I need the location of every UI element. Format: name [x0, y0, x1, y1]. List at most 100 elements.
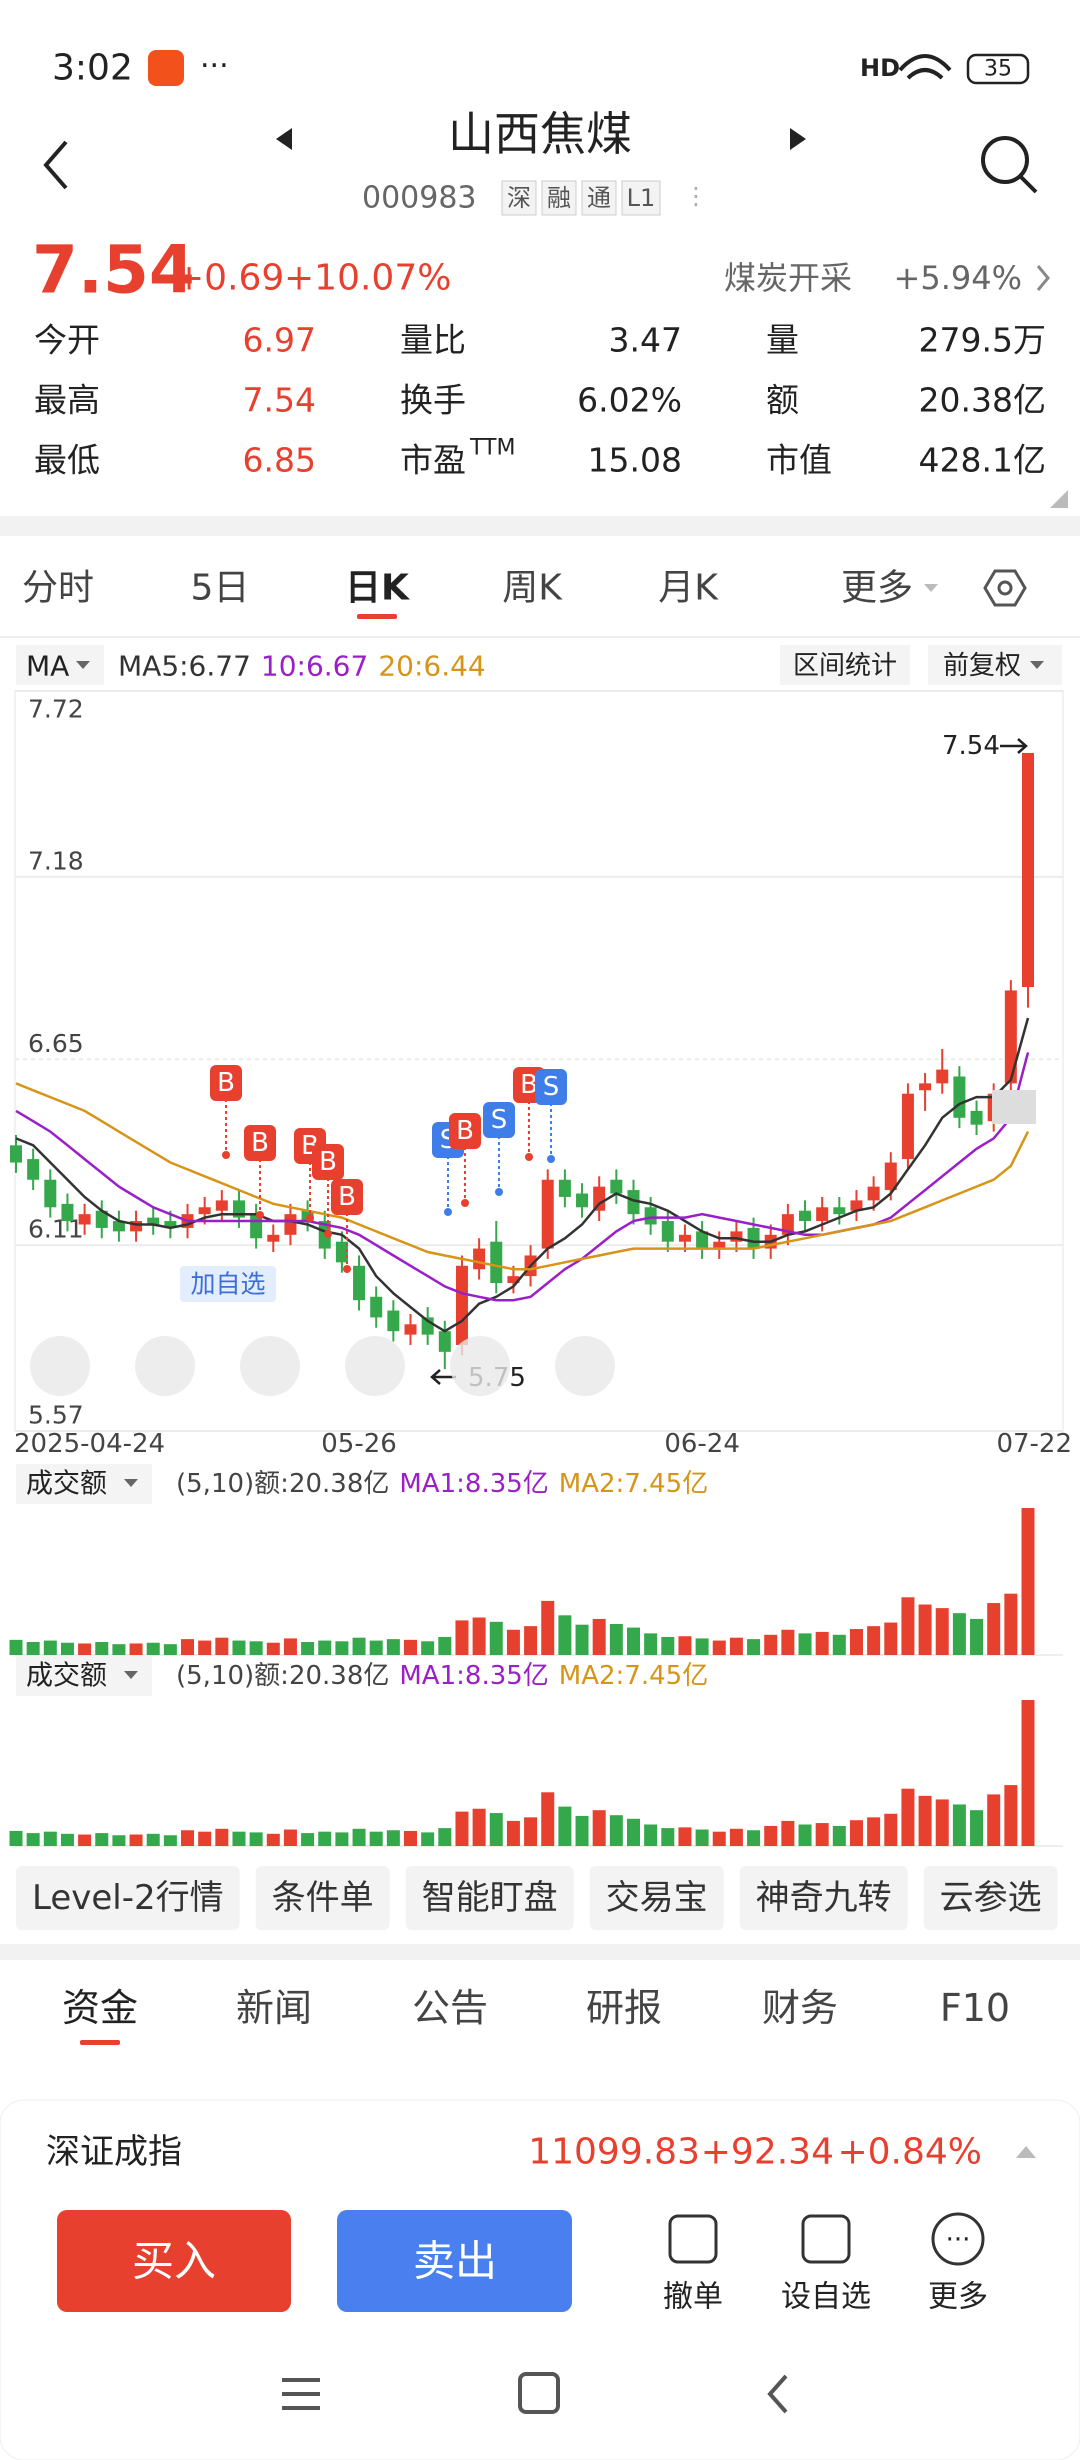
stat-label: 换手: [400, 381, 466, 420]
sell[interactable]: 卖出: [413, 2237, 497, 2286]
period-tab[interactable]: 月K: [658, 568, 719, 609]
info-tab[interactable]: 财务: [762, 1986, 838, 2030]
volume-bar: [970, 1618, 984, 1655]
period-tab[interactable]: 更多: [841, 568, 913, 609]
candle-body: [10, 1145, 22, 1163]
range-button[interactable]: [780, 645, 910, 685]
back-button[interactable]: [43, 140, 68, 190]
more-icon[interactable]: [931, 2212, 985, 2266]
sector-pct[interactable]: +5.94%: [894, 259, 1022, 297]
info-tab[interactable]: F10: [940, 1986, 1010, 2030]
nav-home[interactable]: [518, 2372, 560, 2414]
adjust[interactable]: 前复权: [943, 651, 1021, 681]
cancel-icon[interactable]: [668, 2214, 718, 2264]
volume-title[interactable]: 成交额: [26, 1469, 107, 1500]
trade-tag: [312, 1144, 344, 1180]
chart-control[interactable]: [555, 1336, 615, 1396]
chart-control[interactable]: [135, 1336, 195, 1396]
candle-body: [112, 1221, 125, 1232]
tool-chip[interactable]: [923, 1866, 1058, 1930]
tool[interactable]: 智能盯盘: [422, 1878, 558, 1918]
volume-bar: [43, 1640, 57, 1655]
period-tab[interactable]: 周K: [502, 568, 563, 609]
candle-body: [541, 1179, 554, 1249]
volume-bar: [43, 1831, 57, 1846]
period-tab[interactable]: 分时: [22, 568, 94, 609]
trade-dot: [343, 1265, 351, 1273]
watch[interactable]: 设自选: [781, 2280, 871, 2315]
trade-mark: S: [491, 1105, 508, 1135]
trade-tag: [331, 1179, 363, 1215]
stat-value: 279.5万: [919, 321, 1046, 360]
volume-bar: [232, 1831, 246, 1846]
volume-bar: [352, 1637, 366, 1655]
ma-select[interactable]: [16, 645, 104, 685]
tool[interactable]: 交易宝: [606, 1878, 708, 1918]
watch-icon[interactable]: [801, 2214, 851, 2264]
tool[interactable]: Level-2行情: [32, 1878, 224, 1918]
volume-bar: [78, 1643, 92, 1655]
sell-button[interactable]: [337, 2210, 572, 2312]
candle-body: [884, 1162, 897, 1191]
more-dots: ···: [946, 2225, 971, 2255]
search[interactable]: [981, 136, 1029, 184]
volume-bar: [404, 1830, 418, 1846]
candle-body: [678, 1234, 691, 1242]
chart-control[interactable]: [30, 1336, 90, 1396]
add-watch[interactable]: 加自选: [190, 1270, 265, 1299]
volume-bar: [626, 1627, 640, 1655]
volume-bar: [146, 1833, 160, 1846]
candle-body: [593, 1186, 606, 1211]
volume-bar: [112, 1835, 126, 1846]
tool-chip[interactable]: [16, 1866, 240, 1930]
volume-bar: [1021, 1700, 1035, 1846]
candle-body: [78, 1214, 91, 1225]
cancel[interactable]: 撤单: [663, 2280, 723, 2315]
buy-button[interactable]: [57, 2210, 291, 2312]
period-tab[interactable]: 日K: [345, 568, 410, 609]
chart-control[interactable]: [240, 1336, 300, 1396]
ma-line: [15, 1082, 1030, 1271]
tool-chip[interactable]: [589, 1866, 724, 1930]
trade-mark: B: [520, 1070, 538, 1100]
info-tab[interactable]: 研报: [586, 1986, 662, 2030]
tool[interactable]: 条件单: [272, 1878, 374, 1918]
chart-control[interactable]: [450, 1336, 510, 1396]
indicator[interactable]: MA: [26, 650, 69, 683]
watch-box[interactable]: [180, 1266, 276, 1302]
buy[interactable]: 买入: [132, 2237, 216, 2286]
nav-back[interactable]: [767, 2374, 788, 2414]
trade-tag: [210, 1065, 242, 1101]
tool-chip[interactable]: [255, 1866, 390, 1930]
corner: [1050, 490, 1068, 508]
more[interactable]: 更多: [928, 2280, 988, 2315]
nav-menu[interactable]: [282, 2378, 320, 2410]
tool-chip[interactable]: [739, 1866, 908, 1930]
prev-stock[interactable]: [276, 128, 292, 150]
candle-body: [198, 1207, 211, 1215]
volume-bar: [849, 1629, 863, 1655]
info-tab[interactable]: 公告: [412, 1986, 488, 2030]
volume-legend: (5,10)额:20.38亿: [176, 1661, 389, 1691]
volume-legend: (5,10)额:20.38亿: [176, 1469, 389, 1499]
tool[interactable]: 神奇九转: [756, 1878, 892, 1918]
settings[interactable]: [983, 569, 1027, 607]
chart-control[interactable]: [345, 1336, 405, 1396]
volume-bar: [849, 1820, 863, 1846]
caret: [124, 1479, 138, 1487]
tool[interactable]: 云参选: [940, 1878, 1042, 1918]
volume-title[interactable]: 成交额: [26, 1661, 107, 1692]
expand[interactable]: [1016, 2146, 1036, 2158]
tool-chip[interactable]: [405, 1866, 574, 1930]
period-tab[interactable]: 5日: [191, 568, 250, 609]
sector[interactable]: 煤炭开采: [724, 259, 852, 297]
volume-bar: [798, 1824, 812, 1846]
info-tab[interactable]: 新闻: [236, 1986, 312, 2030]
index-name[interactable]: 深证成指: [46, 2132, 182, 2172]
next-stock[interactable]: [790, 128, 806, 150]
info-tab[interactable]: 资金: [62, 1986, 138, 2030]
caret: [76, 661, 90, 669]
range-stats[interactable]: 区间统计: [793, 651, 897, 681]
y-tick-label: 7.18: [28, 846, 84, 875]
candle-body: [867, 1186, 880, 1201]
